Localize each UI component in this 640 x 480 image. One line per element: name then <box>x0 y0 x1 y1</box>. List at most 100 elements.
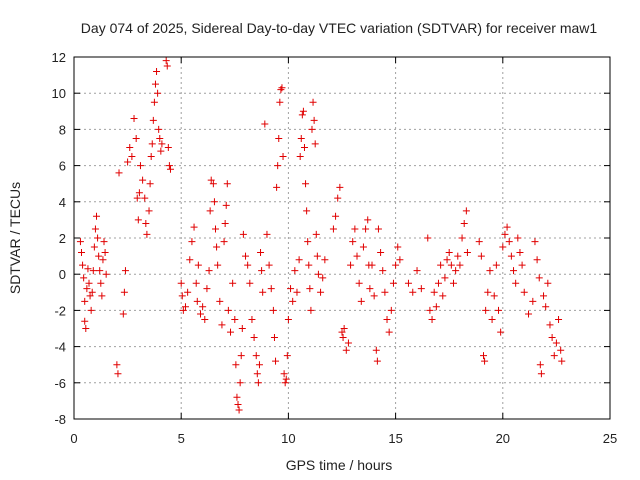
data-point <box>275 134 283 142</box>
x-tick-label: 10 <box>281 431 295 446</box>
data-point <box>499 243 507 251</box>
data-point <box>314 270 322 278</box>
data-point <box>135 189 143 197</box>
data-point <box>232 361 240 369</box>
data-point <box>555 315 563 323</box>
data-point <box>186 256 194 264</box>
data-point <box>283 352 291 360</box>
data-point <box>143 230 151 238</box>
data-point <box>437 261 445 269</box>
data-point <box>344 339 352 347</box>
data-point <box>258 267 266 275</box>
data-point <box>95 252 103 260</box>
data-point <box>311 140 319 148</box>
data-point <box>445 248 453 256</box>
data-point <box>426 306 434 314</box>
data-point <box>78 248 86 256</box>
data-point <box>309 98 317 106</box>
y-tick-label: 8 <box>59 122 66 137</box>
data-point <box>374 225 382 233</box>
data-point <box>516 248 524 256</box>
x-tick-label: 25 <box>603 431 617 446</box>
data-point <box>477 252 485 260</box>
data-point <box>336 183 344 191</box>
data-point <box>381 288 389 296</box>
data-point <box>216 297 224 305</box>
data-point <box>84 265 92 273</box>
data-point <box>179 306 187 314</box>
data-point <box>212 225 220 233</box>
data-point <box>430 288 438 296</box>
data-point <box>297 134 305 142</box>
data-point <box>424 234 432 242</box>
data-point <box>94 234 102 242</box>
data-point <box>279 153 287 161</box>
data-point <box>207 176 215 184</box>
data-point <box>383 315 391 323</box>
data-point <box>308 125 316 133</box>
data-point <box>150 98 158 106</box>
data-point <box>394 243 402 251</box>
data-point <box>85 279 93 287</box>
data-point <box>114 370 122 378</box>
data-point <box>366 285 374 293</box>
data-point <box>329 225 337 233</box>
data-point <box>235 406 243 414</box>
data-point <box>518 261 526 269</box>
data-point <box>102 270 110 278</box>
data-point <box>213 243 221 251</box>
data-point <box>439 292 447 300</box>
data-point <box>97 279 105 287</box>
data-point <box>520 288 528 296</box>
data-point <box>145 207 153 215</box>
data-point <box>273 183 281 191</box>
data-point <box>193 297 201 305</box>
x-tick-label: 15 <box>388 431 402 446</box>
data-point <box>164 144 172 151</box>
data-point <box>347 261 355 269</box>
data-point <box>373 357 381 365</box>
data-point <box>510 267 518 275</box>
data-point <box>166 165 174 173</box>
data-point <box>501 230 509 238</box>
data-point <box>456 261 464 269</box>
data-point <box>319 274 327 282</box>
data-point <box>434 279 442 287</box>
data-point <box>83 285 91 293</box>
data-point <box>263 230 271 238</box>
x-tick-label: 5 <box>178 431 185 446</box>
data-point <box>548 334 556 342</box>
data-point <box>492 261 500 269</box>
data-point <box>351 225 359 233</box>
data-point <box>133 194 141 202</box>
data-point <box>149 116 157 124</box>
data-point <box>246 279 254 287</box>
data-point <box>552 339 560 347</box>
data-point <box>321 256 329 264</box>
data-point <box>379 267 387 275</box>
data-point <box>495 306 503 314</box>
y-axis-ticks: -8 -6 -4 -2 0 2 4 6 8 10 12 <box>52 50 610 427</box>
data-point <box>96 267 104 275</box>
data-point <box>139 176 147 184</box>
data-point <box>443 256 451 264</box>
data-point <box>396 256 404 264</box>
data-point <box>79 261 87 269</box>
data-point <box>163 62 171 70</box>
data-point <box>557 346 565 354</box>
data-point <box>281 379 289 387</box>
data-point <box>404 279 412 287</box>
data-point <box>223 180 231 188</box>
data-point <box>364 216 372 224</box>
data-point <box>417 285 425 293</box>
data-point <box>277 86 285 94</box>
data-point <box>540 292 548 300</box>
data-point <box>535 274 543 282</box>
data-point <box>313 252 321 260</box>
data-point <box>550 352 558 360</box>
data-point <box>512 279 520 287</box>
data-point <box>377 248 385 256</box>
data-point <box>287 285 295 293</box>
data-point <box>357 297 365 305</box>
data-point <box>196 310 204 318</box>
